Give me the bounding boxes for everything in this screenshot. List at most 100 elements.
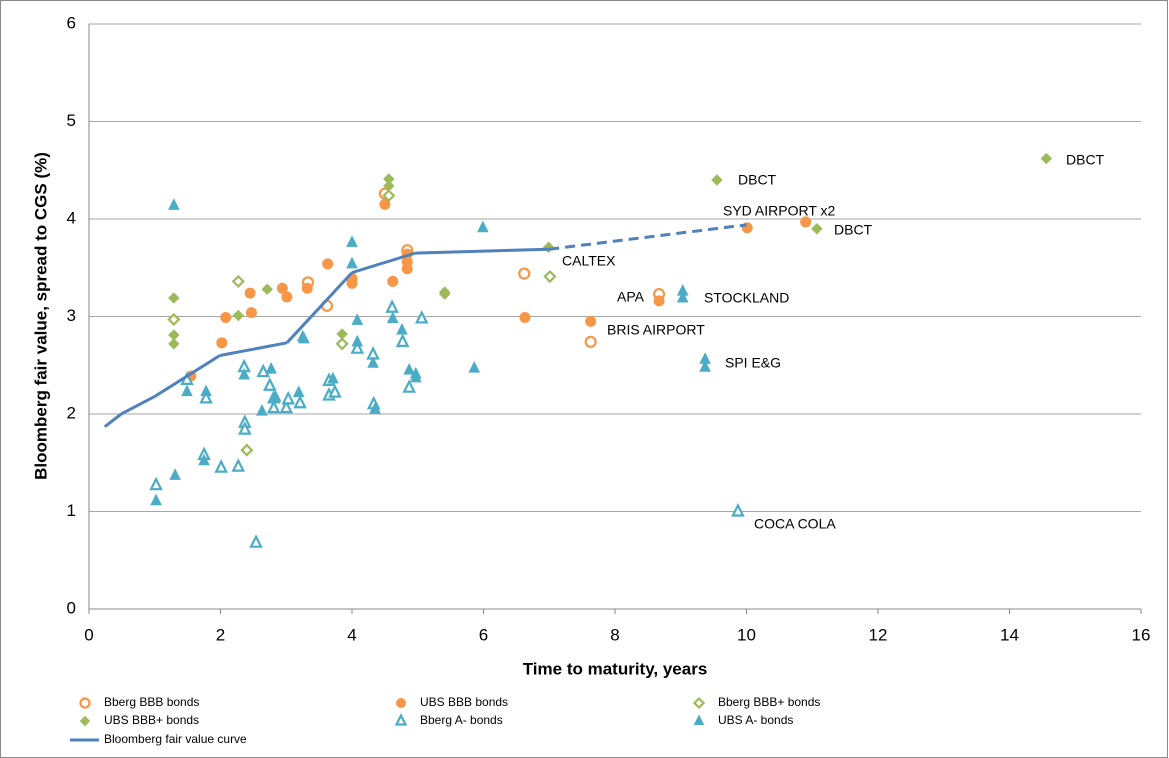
y-tick-label: 2	[67, 403, 76, 422]
annotation: STOCKLAND	[704, 290, 789, 306]
point	[335, 337, 349, 351]
point	[149, 476, 163, 491]
point	[403, 363, 416, 375]
annotation: COCA COLA	[754, 516, 836, 532]
point	[653, 295, 665, 307]
point	[519, 311, 531, 323]
point	[265, 362, 277, 374]
x-tick-label: 10	[737, 625, 756, 644]
point	[238, 421, 252, 435]
point	[301, 282, 313, 294]
curve-segment	[351, 251, 416, 275]
point	[238, 367, 250, 380]
point	[383, 180, 395, 192]
point	[379, 198, 391, 210]
point	[402, 379, 416, 393]
x-tick-label: 4	[347, 625, 356, 644]
point	[256, 403, 268, 416]
curve-segment	[415, 247, 550, 255]
point	[351, 313, 364, 325]
point	[168, 292, 180, 304]
point	[409, 370, 422, 383]
point	[584, 335, 597, 348]
annotation: SPI E&G	[725, 355, 781, 371]
point	[181, 384, 193, 397]
point	[240, 443, 254, 457]
point	[200, 384, 212, 397]
point	[346, 256, 358, 269]
curve-segment	[219, 341, 288, 357]
point	[346, 277, 358, 289]
x-tick-label: 0	[84, 625, 93, 644]
point	[245, 307, 257, 319]
point	[414, 309, 429, 324]
x-tick-label: 8	[610, 625, 619, 644]
curve-segment	[103, 412, 123, 428]
x-tick-label: 14	[1000, 625, 1019, 644]
annotation: APA	[617, 289, 645, 305]
point	[351, 334, 364, 347]
point	[168, 338, 180, 350]
point	[367, 356, 379, 368]
curve-segment	[285, 271, 354, 344]
series	[168, 152, 1053, 350]
point	[232, 309, 244, 322]
point	[711, 174, 723, 186]
y-tick-label: 0	[67, 598, 76, 617]
point	[676, 290, 689, 303]
point	[328, 384, 342, 398]
series	[167, 189, 557, 457]
point	[731, 503, 745, 517]
point	[231, 458, 246, 472]
point	[249, 534, 263, 548]
point	[281, 291, 293, 303]
point	[518, 267, 531, 280]
legend-swatch	[79, 697, 91, 709]
legend-label: UBS BBB+ bonds	[104, 713, 199, 727]
y-tick-label: 5	[67, 111, 76, 130]
point	[543, 269, 557, 284]
legend-swatch	[396, 698, 406, 708]
point	[322, 258, 334, 270]
point	[269, 390, 282, 402]
point	[811, 223, 823, 235]
annotation: BRIS AIRPORT	[607, 322, 705, 338]
legend-swatch	[692, 696, 706, 710]
point	[214, 459, 228, 473]
point	[1040, 152, 1053, 165]
y-tick-label: 4	[67, 208, 76, 227]
point	[199, 389, 213, 404]
legend-label: Bberg BBB+ bonds	[718, 695, 820, 709]
point	[167, 312, 181, 326]
point	[150, 493, 162, 506]
point	[276, 282, 288, 294]
point	[401, 263, 413, 275]
point	[231, 274, 245, 288]
point	[279, 399, 294, 414]
point	[395, 333, 410, 347]
legend-label: Bberg BBB bonds	[104, 695, 199, 709]
point	[220, 311, 232, 323]
y-tick-label: 6	[67, 13, 76, 32]
x-tick-label: 6	[479, 625, 488, 644]
point	[585, 315, 597, 327]
annotation: CALTEX	[562, 253, 616, 269]
series	[149, 299, 745, 548]
point	[293, 394, 307, 409]
legend-label: Bberg A- bonds	[420, 713, 503, 727]
point	[169, 468, 181, 480]
legend-label: UBS BBB bonds	[420, 695, 508, 709]
point	[261, 283, 273, 295]
point	[386, 311, 399, 323]
point	[468, 361, 481, 373]
annotation: DBCT	[834, 222, 873, 238]
annotation: DBCT	[1066, 152, 1105, 168]
point	[198, 453, 210, 466]
legend-label: UBS A- bonds	[718, 713, 793, 727]
annotation: SYD AIRPORT x2	[723, 203, 836, 219]
y-tick-label: 1	[67, 501, 76, 520]
legend-swatch	[394, 713, 408, 726]
point	[477, 220, 489, 233]
